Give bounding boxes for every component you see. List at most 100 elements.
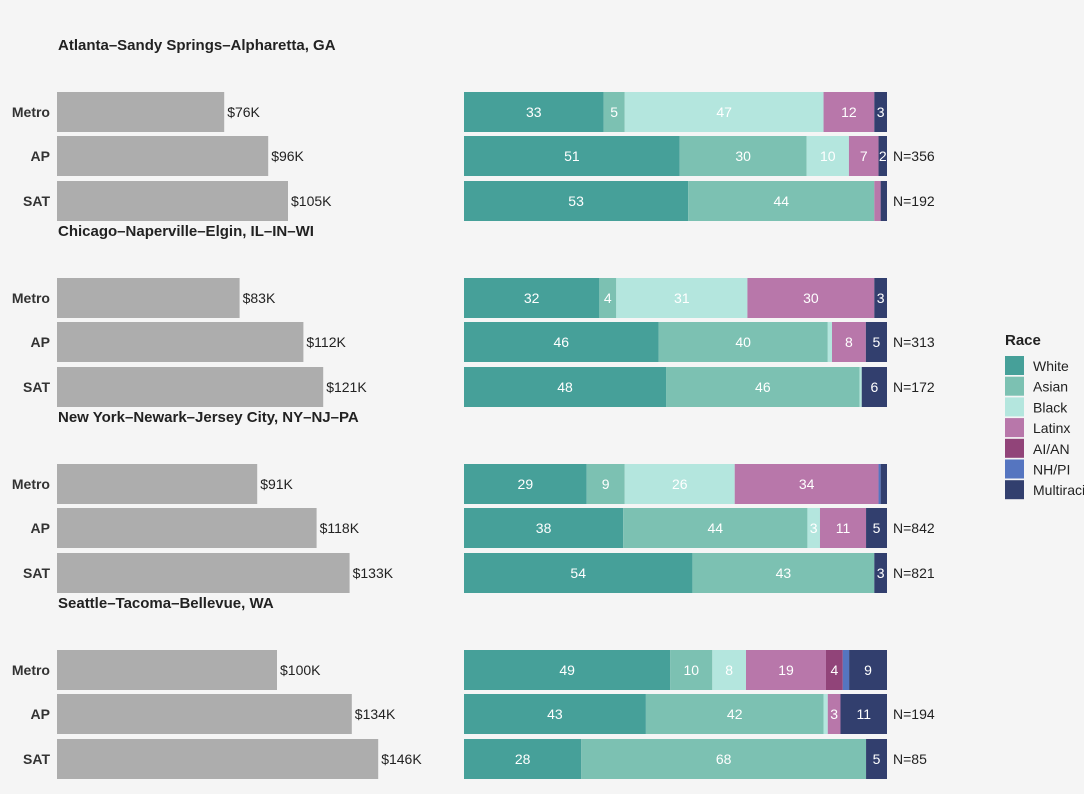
race-segment-label: 5 — [873, 334, 881, 350]
row-label: AP — [31, 148, 50, 164]
race-segment-label: 3 — [877, 290, 885, 306]
race-segment — [734, 464, 879, 504]
row-label: Metro — [12, 662, 50, 678]
race-segment — [823, 92, 875, 132]
race-segment — [464, 367, 667, 407]
race-segment-label: 31 — [674, 290, 690, 306]
race-segment — [599, 278, 617, 318]
race-segment-label: 46 — [554, 334, 570, 350]
income-label: $100K — [280, 662, 321, 678]
legend-label: NH/PI — [1033, 462, 1070, 478]
legend: Race White Asian Black Latinx AI/AN NH/PI Mult… — [1005, 332, 1084, 500]
race-segment-label: 9 — [864, 662, 872, 678]
income-label: $118K — [320, 520, 360, 536]
income-bar — [57, 278, 240, 318]
race-segment-label: 2 — [879, 148, 887, 164]
income-bar — [57, 694, 352, 734]
race-segment — [827, 694, 841, 734]
race-segment-label: 33 — [526, 104, 542, 120]
income-bar — [57, 92, 225, 132]
race-segment-label: 10 — [683, 662, 699, 678]
race-segment — [623, 508, 808, 548]
race-segment — [712, 650, 746, 690]
income-bar — [57, 367, 324, 407]
legend-swatch — [1005, 418, 1024, 438]
race-segment — [848, 136, 879, 176]
chart-panels: Atlanta–Sandy Springs–Alpharetta, GA Metr… — [12, 37, 935, 779]
race-segment — [832, 322, 866, 362]
race-segment — [840, 694, 887, 734]
race-segment — [866, 739, 887, 779]
race-segment-label: 11 — [856, 706, 871, 722]
income-bar — [57, 650, 277, 690]
race-segment — [645, 694, 824, 734]
race-segment — [747, 278, 875, 318]
race-segment-label: 40 — [735, 334, 751, 350]
race-segment — [616, 278, 748, 318]
race-segment-label: 30 — [735, 148, 751, 164]
sample-size-label: N=356 — [893, 148, 935, 164]
race-segment-label: 5 — [873, 520, 881, 536]
race-segment-label: 11 — [836, 520, 851, 536]
race-segment-label: 7 — [860, 148, 868, 164]
race-segment — [464, 739, 582, 779]
race-segment — [464, 92, 604, 132]
row-label: AP — [31, 706, 50, 722]
race-segment-label: 44 — [773, 193, 789, 209]
race-segment — [688, 181, 875, 221]
race-segment-label: 28 — [515, 751, 531, 767]
race-segment — [464, 650, 671, 690]
race-segment — [624, 464, 735, 504]
race-segment-label: 44 — [707, 520, 723, 536]
legend-swatch — [1005, 376, 1024, 396]
income-bar — [57, 508, 317, 548]
income-bar — [57, 739, 379, 779]
race-segment-label: 8 — [725, 662, 733, 678]
race-segment — [670, 650, 713, 690]
panel-title: Seattle–Tacoma–Bellevue, WA — [58, 595, 274, 612]
race-segment — [823, 694, 828, 734]
race-segment-label: 9 — [602, 476, 610, 492]
race-segment-label: 46 — [755, 379, 771, 395]
legend-swatch — [1005, 397, 1024, 417]
income-bar — [57, 464, 258, 504]
income-label: $83K — [243, 290, 276, 306]
row-label: Metro — [12, 476, 50, 492]
race-segment-label: 42 — [727, 706, 743, 722]
race-segment-label: 38 — [536, 520, 552, 536]
race-segment — [679, 136, 807, 176]
sample-size-label: N=313 — [893, 334, 935, 350]
income-label: $134K — [355, 706, 396, 722]
row-label: SAT — [23, 379, 50, 395]
panel: Seattle–Tacoma–Bellevue, WA Metro $100K 4 9 1… — [12, 595, 935, 779]
row-label: AP — [31, 520, 50, 536]
race-segment — [746, 650, 826, 690]
sample-size-label: N=842 — [893, 520, 935, 536]
panel-title: Atlanta–Sandy Springs–Alpharetta, GA — [58, 37, 336, 54]
race-segment-label: 3 — [810, 520, 818, 536]
race-segment — [861, 367, 887, 407]
race-segment-label: 34 — [799, 476, 815, 492]
race-segment-label: 5 — [873, 751, 881, 767]
race-segment-label: 3 — [877, 565, 885, 581]
race-segment-label: 4 — [830, 662, 838, 678]
legend-swatch — [1005, 356, 1024, 375]
race-segment — [842, 650, 850, 690]
race-segment — [849, 650, 887, 690]
race-segment-label: 51 — [564, 148, 580, 164]
race-segment-label: 19 — [778, 662, 794, 678]
income-label: $91K — [260, 476, 293, 492]
row-label: SAT — [23, 751, 50, 767]
race-segment-label: 3 — [877, 104, 885, 120]
race-segment — [581, 739, 867, 779]
row-label: SAT — [23, 193, 50, 209]
race-segment — [666, 367, 860, 407]
income-bar — [57, 181, 288, 221]
legend-label: Multiracial — [1033, 482, 1084, 498]
race-segment — [880, 464, 887, 504]
sample-size-label: N=172 — [893, 379, 935, 395]
legend-label: Latinx — [1033, 420, 1070, 436]
race-segment-label: 29 — [518, 476, 534, 492]
race-segment-label: 43 — [547, 706, 563, 722]
